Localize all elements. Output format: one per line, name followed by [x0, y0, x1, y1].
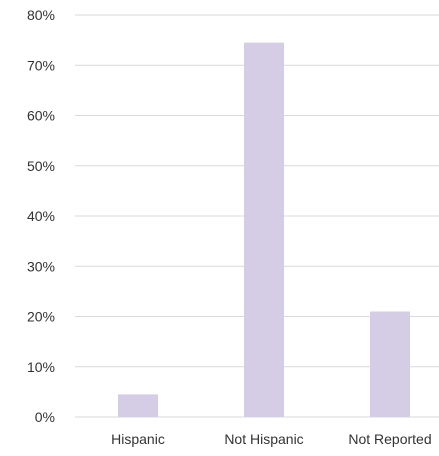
bar-hispanic: [118, 394, 158, 417]
bars: [118, 42, 410, 417]
y-tick-label: 40%: [27, 208, 55, 224]
x-axis-tick-labels: Hispanic Not Hispanic Not Reported: [111, 431, 431, 447]
bar-not-reported: [370, 311, 410, 417]
y-tick-label: 30%: [27, 258, 55, 274]
y-tick-label: 0%: [35, 409, 55, 425]
x-tick-label: Not Hispanic: [224, 431, 303, 447]
y-tick-label: 70%: [27, 57, 55, 73]
y-tick-label: 10%: [27, 359, 55, 375]
y-tick-label: 60%: [27, 108, 55, 124]
y-axis-tick-labels: 0% 10% 20% 30% 40% 50% 60% 70% 80%: [27, 7, 55, 425]
y-tick-label: 50%: [27, 158, 55, 174]
y-tick-label: 80%: [27, 7, 55, 23]
x-tick-label: Not Reported: [348, 431, 431, 447]
x-tick-label: Hispanic: [111, 431, 165, 447]
y-tick-label: 20%: [27, 309, 55, 325]
bar-not-hispanic: [244, 42, 284, 417]
